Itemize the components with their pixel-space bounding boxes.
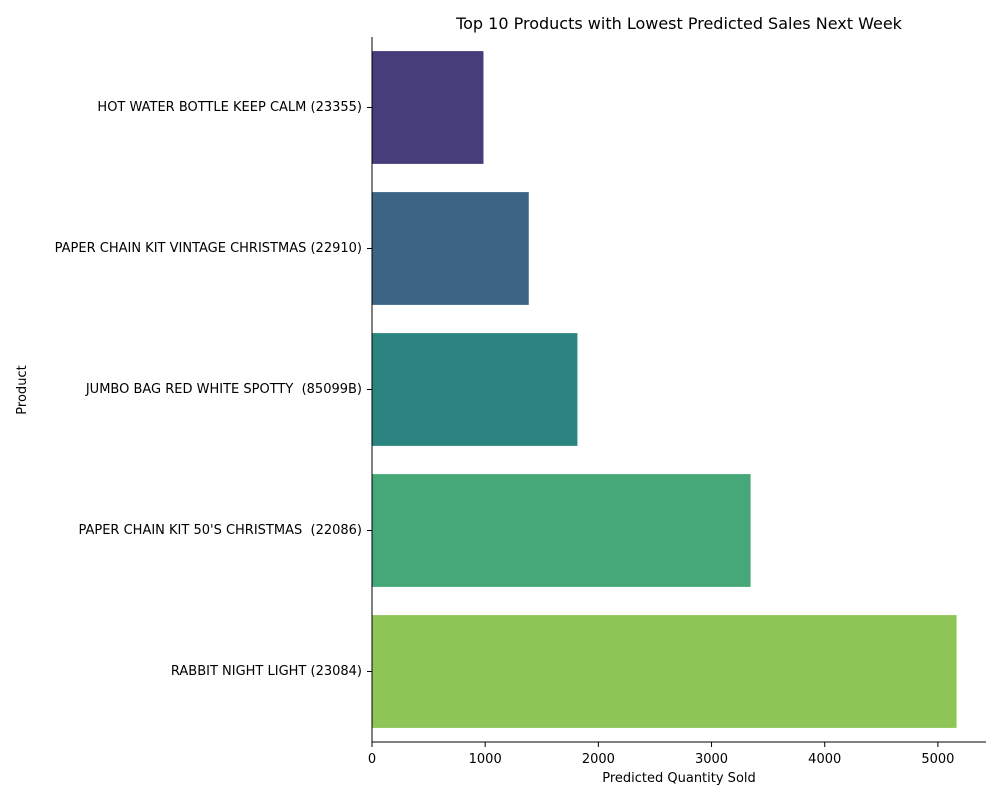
x-tick-label: 4000 bbox=[808, 752, 841, 767]
x-tick-label: 5000 bbox=[921, 752, 954, 767]
bar bbox=[372, 192, 529, 305]
y-ticks: HOT WATER BOTTLE KEEP CALM (23355) PAPER … bbox=[55, 100, 372, 679]
y-tick-label: JUMBO BAG RED WHITE SPOTTY (85099B) bbox=[85, 382, 362, 397]
chart-title: Top 10 Products with Lowest Predicted Sa… bbox=[455, 14, 903, 33]
y-tick-label: PAPER CHAIN KIT VINTAGE CHRISTMAS (22910… bbox=[55, 241, 362, 256]
x-tick-label: 2000 bbox=[582, 752, 615, 767]
bar bbox=[372, 51, 484, 164]
x-ticks: 0 1000 2000 3000 4000 5000 bbox=[368, 742, 954, 767]
x-tick-label: 3000 bbox=[695, 752, 728, 767]
y-tick-label: PAPER CHAIN KIT 50'S CHRISTMAS (22086) bbox=[78, 523, 362, 538]
bars-layer bbox=[372, 51, 957, 728]
x-tick-label: 0 bbox=[368, 752, 376, 767]
bar bbox=[372, 333, 578, 446]
y-tick-label: RABBIT NIGHT LIGHT (23084) bbox=[171, 664, 362, 679]
bar bbox=[372, 474, 751, 587]
bar bbox=[372, 615, 957, 728]
x-tick-label: 1000 bbox=[469, 752, 502, 767]
y-axis-label: Product bbox=[15, 365, 30, 414]
y-tick-label: HOT WATER BOTTLE KEEP CALM (23355) bbox=[97, 100, 362, 115]
x-axis-label: Predicted Quantity Sold bbox=[602, 771, 756, 786]
